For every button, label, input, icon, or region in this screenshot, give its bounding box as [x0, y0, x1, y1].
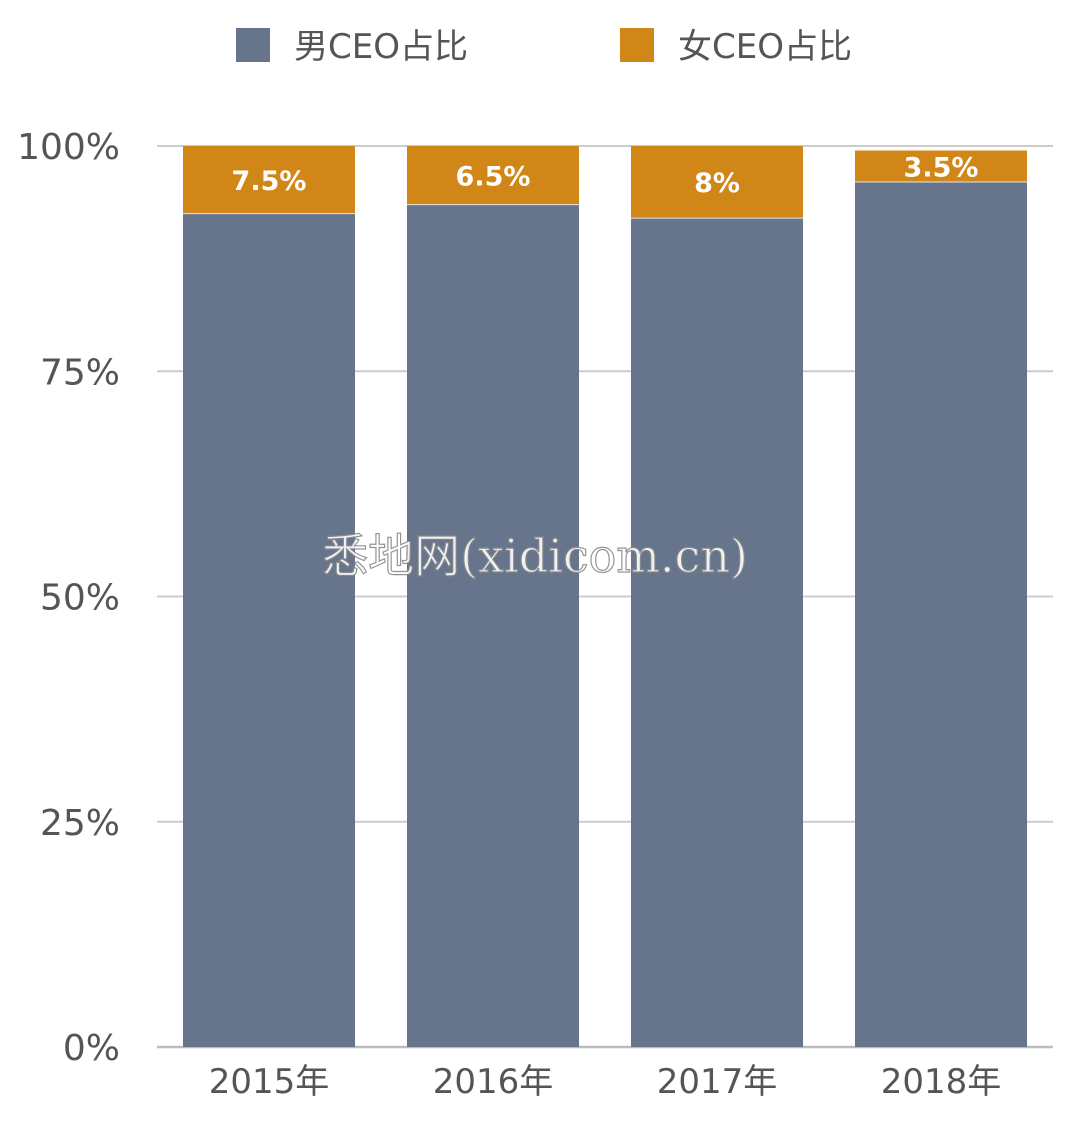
x-tick-label: 2015年 — [209, 1062, 330, 1102]
data-label: 6.5% — [456, 161, 531, 192]
bar-male-ceo — [631, 218, 803, 1047]
bar-female-ceo — [183, 146, 355, 214]
y-tick-label: 100% — [17, 127, 120, 168]
legend-swatch — [236, 28, 270, 62]
x-axis: 2015年 2016年 2017年 2018年 — [209, 1062, 1002, 1102]
bar-female-ceo — [855, 150, 1027, 183]
x-tick-label: 2018年 — [881, 1062, 1002, 1102]
data-label: 3.5% — [904, 152, 979, 183]
watermark: 悉地网(xidicom.cn) — [322, 529, 748, 583]
y-tick-label: 75% — [40, 352, 120, 393]
data-labels: 7.5% 6.5% 8% 3.5% — [232, 152, 979, 199]
y-tick-label: 25% — [40, 803, 120, 844]
bar-female-ceo — [631, 146, 803, 219]
bar-female-ceo — [407, 146, 579, 205]
legend-label: 女CEO占比 — [678, 27, 852, 67]
data-label: 8% — [694, 168, 740, 199]
legend-swatch — [620, 28, 654, 62]
x-tick-label: 2017年 — [657, 1062, 778, 1102]
data-label: 7.5% — [232, 166, 307, 197]
bars — [183, 146, 1027, 1048]
legend-label: 男CEO占比 — [294, 27, 468, 67]
y-axis: 0% 25% 50% 75% 100% — [17, 127, 120, 1069]
bar-male-ceo — [407, 204, 579, 1047]
legend: 男CEO占比 女CEO占比 — [236, 27, 852, 67]
y-tick-label: 0% — [63, 1028, 120, 1069]
bar-male-ceo — [183, 213, 355, 1047]
bar-male-ceo — [855, 182, 1027, 1048]
x-tick-label: 2016年 — [433, 1062, 554, 1102]
y-tick-label: 50% — [40, 578, 120, 619]
